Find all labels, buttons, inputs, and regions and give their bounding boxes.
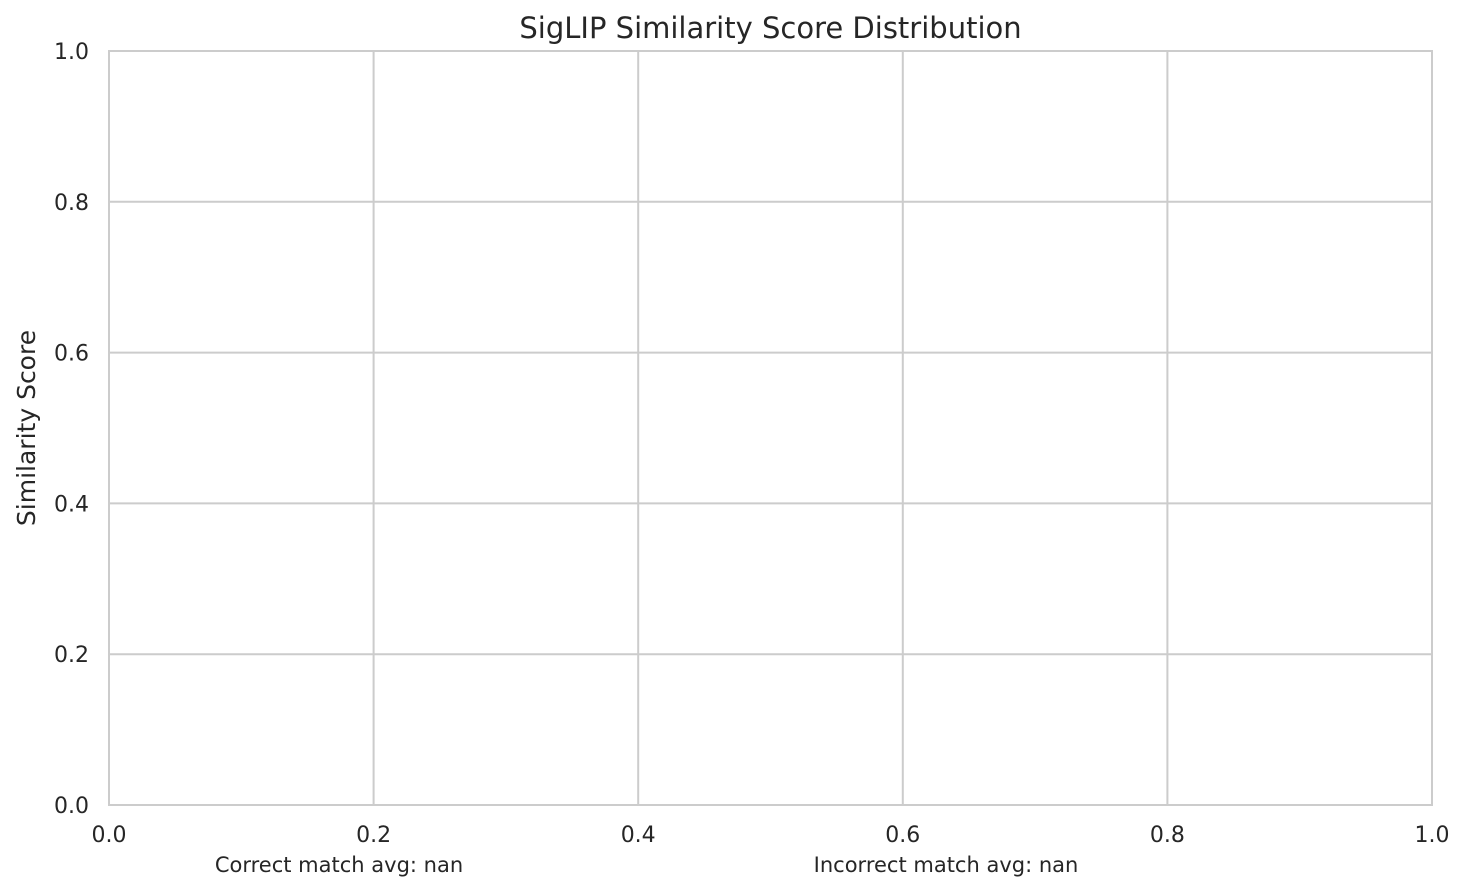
y-tick-label: 0.2 bbox=[54, 643, 89, 668]
chart-title: SigLIP Similarity Score Distribution bbox=[519, 11, 1021, 45]
x-tick-label: 0.6 bbox=[885, 823, 920, 848]
annotation-incorrect-match-avg: Incorrect match avg: nan bbox=[814, 853, 1079, 877]
y-tick-label: 0.8 bbox=[54, 191, 89, 216]
y-tick-label: 0.0 bbox=[54, 794, 89, 819]
y-tick-label: 0.4 bbox=[54, 492, 89, 517]
x-tick-label: 0.4 bbox=[621, 823, 656, 848]
y-tick-label: 0.6 bbox=[54, 342, 89, 367]
tick-labels: 0.0 0.2 0.4 0.6 0.8 1.0 0.0 0.2 0.4 0.6 0.8 1.0 bbox=[54, 40, 1450, 848]
x-tick-label: 0.2 bbox=[356, 823, 391, 848]
x-tick-label: 1.0 bbox=[1415, 823, 1450, 848]
plot-area-frame bbox=[108, 50, 1433, 806]
y-tick-label: 1.0 bbox=[54, 40, 89, 65]
y-axis-label: Similarity Score bbox=[12, 330, 41, 526]
x-tick-label: 0.8 bbox=[1150, 823, 1185, 848]
x-tick-label: 0.0 bbox=[92, 823, 127, 848]
annotation-correct-match-avg: Correct match avg: nan bbox=[215, 853, 463, 877]
